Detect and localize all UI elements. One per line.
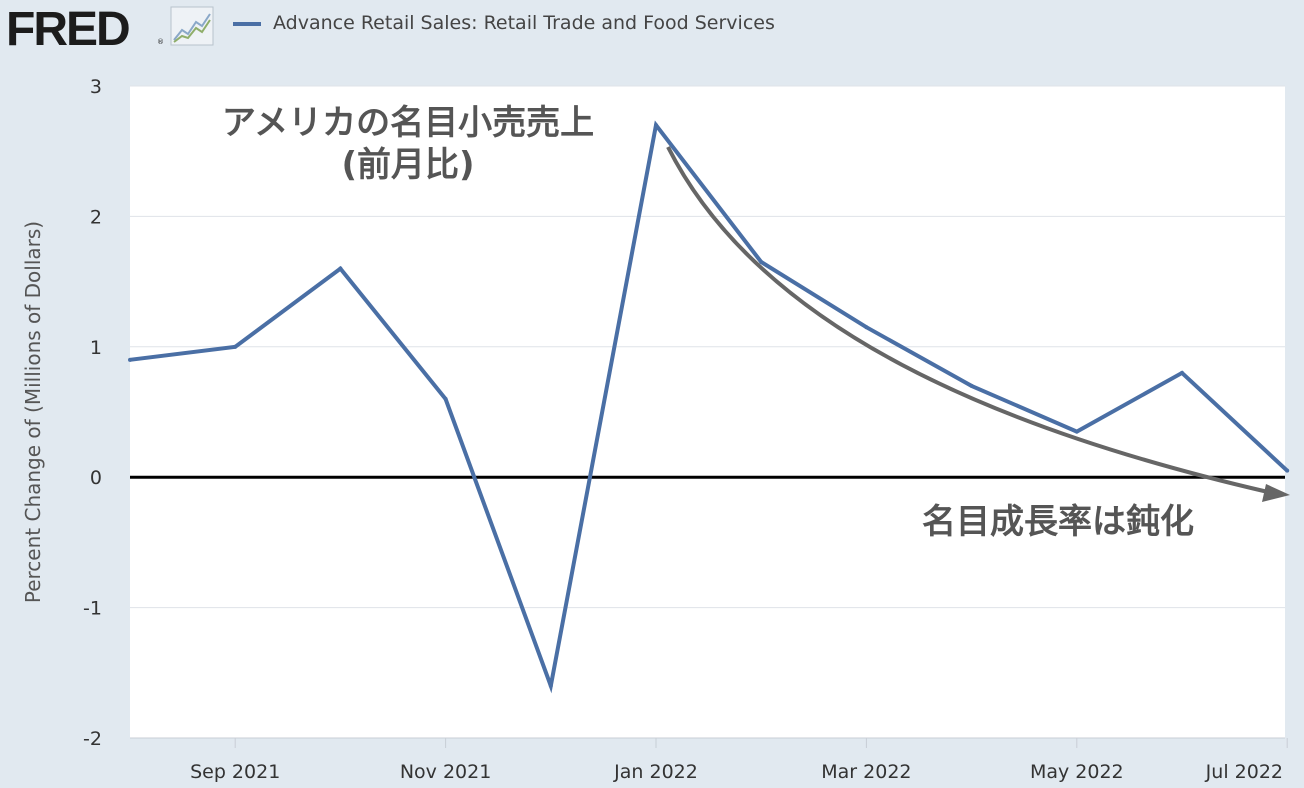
data-point[interactable] — [1180, 370, 1184, 375]
y-tick-label: -1 — [83, 598, 102, 620]
y-tick-label: 2 — [90, 206, 102, 228]
annotation-title: アメリカの名目小売売上 — [222, 103, 594, 143]
data-point[interactable] — [128, 357, 132, 362]
data-point[interactable] — [338, 266, 343, 271]
y-tick-label: 3 — [90, 76, 102, 98]
y-tick-label: 1 — [90, 337, 102, 359]
data-point[interactable] — [443, 396, 448, 401]
x-tick-label: May 2022 — [1030, 761, 1124, 783]
data-point[interactable] — [548, 683, 553, 688]
legend-swatch — [233, 22, 261, 26]
x-tick-label: Sep 2021 — [190, 761, 280, 783]
x-tick-label: Jan 2022 — [613, 761, 698, 783]
y-axis-label: Percent Change of (Millions of Dollars) — [21, 221, 45, 603]
data-point[interactable] — [864, 325, 869, 330]
data-point[interactable] — [1285, 468, 1290, 473]
annotation-subtitle: (前月比) — [341, 145, 474, 185]
x-tick-label: Nov 2021 — [400, 761, 491, 783]
series-line — [129, 120, 1289, 694]
x-tick-label: Jul 2022 — [1205, 761, 1283, 783]
data-point[interactable] — [1074, 429, 1079, 434]
data-point[interactable] — [233, 344, 238, 349]
chart-header: FRED ® Advance Retail Sales: Retail Trad… — [0, 0, 1304, 56]
annotation-trend-label: 名目成長率は鈍化 — [922, 502, 1194, 542]
data-point[interactable] — [759, 260, 764, 265]
y-tick-label: 0 — [90, 467, 102, 489]
line-chart-icon — [170, 6, 214, 46]
legend-label: Advance Retail Sales: Retail Trade and F… — [273, 12, 775, 34]
fred-logo[interactable]: FRED — [6, 3, 131, 56]
x-tick-label: Mar 2022 — [821, 761, 911, 783]
data-point[interactable] — [654, 123, 658, 128]
registered-mark: ® — [157, 38, 164, 46]
y-tick-label: -2 — [83, 728, 102, 750]
arrow-head-icon — [1262, 484, 1290, 502]
data-point[interactable] — [969, 383, 974, 388]
trend-arrow — [666, 146, 1269, 494]
